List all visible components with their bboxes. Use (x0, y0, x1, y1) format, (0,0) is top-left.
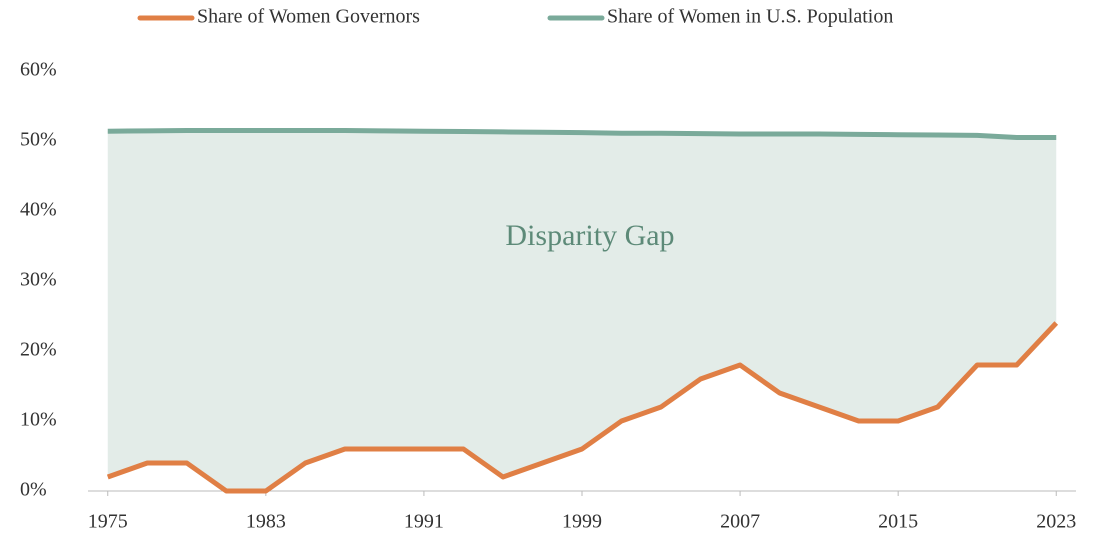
y-tick-label: 40% (20, 199, 57, 221)
y-tick-label: 0% (20, 479, 47, 501)
legend-label: Share of Women Governors (197, 6, 420, 28)
x-tick-label: 1991 (404, 511, 444, 533)
x-tick-label: 2023 (1036, 511, 1076, 533)
gap-area (107, 130, 1057, 491)
series-line (107, 128, 1057, 140)
x-tick-label: 2015 (878, 511, 918, 533)
x-tick-label: 1999 (562, 511, 602, 533)
y-tick-label: 20% (20, 339, 57, 361)
series-line (106, 321, 1059, 494)
y-tick-label: 10% (20, 409, 57, 431)
x-tick-label: 2007 (720, 511, 760, 533)
legend-label: Share of Women in U.S. Population (607, 6, 893, 28)
x-tick-label: 1975 (88, 511, 128, 533)
y-tick-label: 50% (20, 129, 57, 151)
y-tick-label: 30% (20, 269, 57, 291)
y-tick-label: 60% (20, 59, 57, 81)
x-tick-label: 1983 (246, 511, 286, 533)
annotation: Disparity Gap (505, 219, 674, 252)
